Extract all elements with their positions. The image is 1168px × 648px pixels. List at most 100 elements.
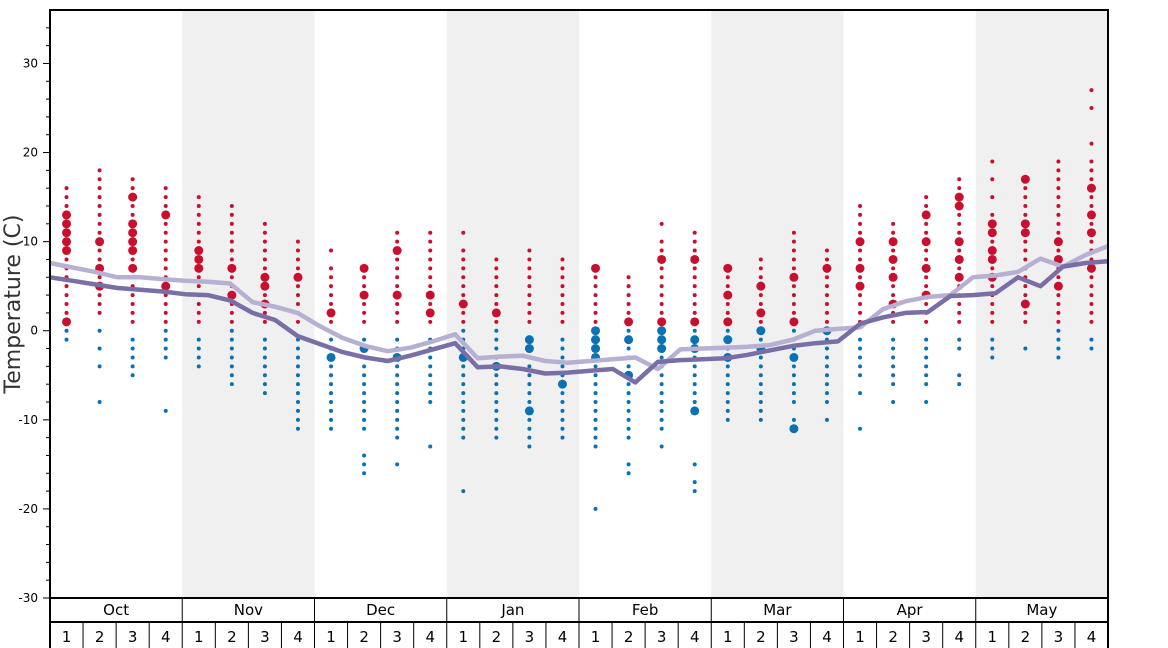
cold-point [295, 417, 300, 422]
warm-point [64, 310, 69, 315]
warm-point [924, 195, 929, 200]
cold-point [97, 400, 102, 404]
warm-point [461, 284, 466, 289]
cold-point [593, 391, 598, 396]
warm-point [924, 204, 929, 208]
cold-point [791, 391, 796, 396]
cold-point [428, 382, 433, 387]
cold-point [428, 355, 433, 360]
warm-point [690, 254, 700, 264]
warm-point [987, 246, 997, 256]
cold-point [395, 373, 400, 378]
warm-point [1056, 230, 1061, 235]
cold-point [560, 435, 565, 440]
cold-point [461, 426, 466, 431]
warm-point [295, 293, 300, 298]
warm-point [990, 159, 995, 164]
warm-point [957, 248, 962, 253]
cold-point [362, 417, 367, 422]
warm-point [858, 212, 863, 217]
cold-point [527, 400, 532, 404]
warm-point [196, 275, 201, 280]
warm-point [659, 266, 664, 271]
month-band-nov [182, 10, 315, 598]
warm-point [128, 192, 138, 202]
cold-point [527, 426, 532, 431]
month-band-may [975, 10, 1108, 598]
warm-point [1023, 310, 1028, 315]
warm-point [262, 239, 267, 244]
cold-point [593, 400, 598, 404]
warm-point [954, 254, 964, 264]
cold-point [659, 408, 664, 413]
warm-point [1089, 141, 1094, 146]
warm-point [858, 230, 863, 235]
warm-point [1020, 228, 1030, 238]
warm-point [62, 228, 72, 238]
warm-point [626, 310, 631, 315]
warm-point [692, 275, 697, 280]
week-label: 2 [1021, 628, 1031, 646]
warm-point [494, 302, 499, 306]
warm-point [128, 219, 138, 229]
warm-point [1089, 302, 1094, 306]
cold-point [725, 364, 730, 369]
cold-point [527, 364, 532, 369]
cold-point [791, 400, 796, 404]
warm-point [1056, 275, 1061, 280]
cold-point [957, 337, 962, 342]
warm-point [1086, 183, 1096, 193]
cold-point [659, 382, 664, 387]
warm-point [97, 204, 102, 208]
warm-point [362, 310, 367, 315]
warm-point [858, 310, 863, 315]
warm-point [295, 248, 300, 253]
cold-point [329, 373, 334, 378]
cold-point [362, 462, 367, 467]
cold-point [924, 400, 929, 404]
warm-point [758, 257, 763, 262]
week-label: 3 [260, 628, 270, 646]
cold-point [924, 355, 929, 360]
cold-point [494, 328, 499, 333]
cold-point [626, 471, 631, 476]
warm-point [692, 266, 697, 271]
warm-point [723, 317, 733, 327]
warm-point [262, 293, 267, 298]
cold-point [163, 355, 168, 360]
warm-point [954, 201, 964, 211]
warm-point [64, 284, 69, 289]
warm-point [62, 219, 72, 229]
warm-point [494, 257, 499, 262]
warm-point [990, 302, 995, 306]
warm-point [229, 310, 234, 315]
warm-point [194, 263, 204, 273]
warm-point [987, 219, 997, 229]
cold-point [624, 335, 634, 345]
x-axis: Oct 1 2 3 4 Nov 1 2 3 4 Dec 1 2 3 4 Jan 1 2 3 4 Feb 1 2 3 4 Mar 1 2… [49, 598, 1109, 648]
cold-point [461, 364, 466, 369]
warm-point [260, 272, 270, 282]
warm-point [888, 272, 898, 282]
y-tick-label: 20 [23, 146, 38, 160]
warm-point [494, 266, 499, 271]
cold-point [163, 328, 168, 333]
warm-point [659, 239, 664, 244]
warm-point [461, 310, 466, 315]
warm-point [196, 212, 201, 217]
cold-point [524, 344, 534, 354]
cold-point [428, 364, 433, 369]
warm-point [163, 248, 168, 253]
warm-point [987, 228, 997, 238]
cold-point [858, 426, 863, 431]
cold-point [758, 364, 763, 369]
cold-point [329, 337, 334, 342]
warm-point [824, 319, 829, 324]
cold-point [591, 326, 601, 336]
warm-point [1056, 302, 1061, 306]
cold-point [329, 417, 334, 422]
warm-point [1053, 254, 1063, 264]
cold-point [428, 391, 433, 396]
warm-point [593, 275, 598, 280]
warm-point [855, 237, 865, 247]
